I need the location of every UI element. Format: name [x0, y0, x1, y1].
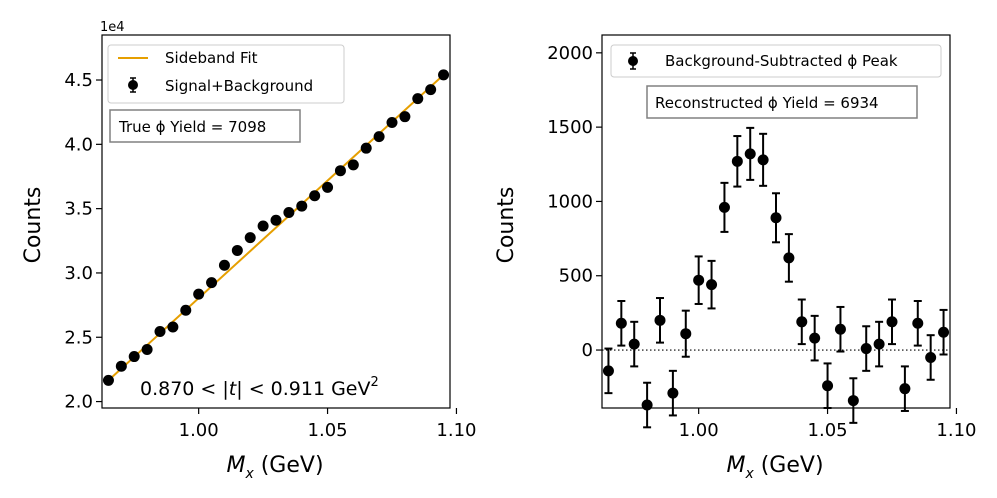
right-data-point	[822, 380, 834, 392]
right-data-point	[860, 343, 872, 355]
left-data-point	[283, 206, 295, 218]
right-data-point	[654, 314, 666, 326]
left-data-point	[193, 288, 205, 300]
left-y-tick-label: 4.0	[64, 134, 93, 155]
left-data-point	[373, 131, 385, 143]
right-legend-frame	[610, 44, 942, 78]
left-data-point	[257, 220, 269, 232]
left-y-tick-label: 3.5	[64, 199, 93, 220]
left-legend: Sideband Fit Signal+Background	[107, 44, 345, 104]
left-data-point	[206, 277, 218, 289]
right-data-point	[809, 332, 821, 344]
right-data-point	[641, 399, 653, 411]
left-data-point	[128, 351, 140, 363]
left-data-point	[438, 69, 450, 81]
legend-bg-sub-label: Background-Subtracted ϕ Peak	[665, 52, 898, 70]
right-data-point	[680, 328, 692, 340]
right-data-point	[796, 316, 808, 328]
left-yield-box	[109, 109, 301, 143]
true-yield-text: True ϕ Yield = 7098	[118, 118, 266, 136]
right-yield-box	[646, 85, 918, 119]
right-axes-frame	[601, 34, 951, 409]
left-data-point	[425, 84, 437, 96]
left-panel: 1e4 1.00 1.05 1.10 2.0 2.5 3.0 3.5 4.0 4.5 Mx (G…	[21, 20, 476, 482]
left-data-point	[180, 304, 192, 316]
right-data-point	[667, 387, 679, 399]
left-x-tick-label: 1.00	[179, 420, 219, 441]
left-data-point	[231, 244, 243, 256]
right-data-point	[718, 201, 730, 213]
right-data-point	[706, 279, 718, 291]
left-offset-text: 1e4	[100, 20, 125, 35]
right-data-point	[886, 316, 898, 328]
left-y-tick-label: 2.0	[64, 392, 93, 413]
right-data-point	[615, 317, 627, 329]
right-x-tick-label: 1.10	[936, 420, 976, 441]
legend-signal-bg-label: Signal+Background	[165, 77, 313, 95]
legend-sideband-fit-label: Sideband Fit	[165, 49, 258, 67]
right-data-point	[757, 154, 769, 166]
t-range-annotation: 0.870 < |t| < 0.911 GeV2	[140, 375, 379, 400]
right-data-point	[912, 317, 924, 329]
left-y-axis-title: Counts	[21, 187, 46, 264]
left-data-point	[399, 111, 411, 123]
left-data-point	[102, 374, 114, 386]
right-data-point	[925, 351, 937, 363]
left-data-point	[244, 232, 256, 244]
right-y-tick-label: 500	[559, 266, 593, 287]
right-panel: 1.00 1.05 1.10 0 500 1000 1500 2000 Mx (GeV) Co…	[494, 34, 976, 482]
legend-bg-sub-marker	[628, 56, 638, 66]
right-x-tick-label: 1.05	[808, 420, 848, 441]
left-y-tick-label: 2.5	[64, 327, 93, 348]
left-legend-frame	[107, 44, 345, 104]
left-data-point	[412, 93, 424, 105]
right-x-axis-title: Mx (GeV)	[726, 453, 823, 482]
left-data-point	[334, 165, 346, 177]
right-data-point	[834, 323, 846, 335]
left-plot-area: 1.00 1.05 1.10 2.0 2.5 3.0 3.5 4.0 4.5	[64, 34, 476, 441]
right-data-point	[873, 338, 885, 350]
left-data-point	[322, 181, 334, 193]
right-data-point	[744, 148, 756, 160]
right-plot-area: 1.00 1.05 1.10 0 500 1000 1500 2000	[547, 34, 976, 441]
left-x-tick-label: 1.05	[308, 420, 348, 441]
left-data-point	[386, 116, 398, 128]
reconstructed-yield-text: Reconstructed ϕ Yield = 6934	[655, 94, 879, 112]
left-axes-frame	[101, 34, 451, 409]
left-data-point	[115, 360, 127, 372]
left-data-point	[167, 321, 179, 333]
right-data-point	[783, 252, 795, 264]
right-y-tick-label: 2000	[547, 43, 593, 64]
right-data-point	[899, 383, 911, 395]
left-x-tick-label: 1.10	[436, 420, 476, 441]
left-data-point	[154, 325, 166, 337]
right-x-tick-label: 1.00	[679, 420, 719, 441]
left-y-tick-label: 4.5	[64, 70, 93, 91]
left-data-point	[296, 200, 308, 212]
right-data-point	[770, 212, 782, 224]
left-data-point	[360, 142, 372, 154]
left-y-tick-label: 3.0	[64, 263, 93, 284]
right-data-point	[847, 395, 859, 407]
right-y-tick-label: 1000	[547, 191, 593, 212]
right-data-point	[731, 155, 743, 167]
legend-signal-bg-marker	[128, 80, 138, 90]
right-y-tick-label: 0	[582, 340, 593, 361]
right-data-point	[938, 326, 950, 338]
right-data-point	[693, 274, 705, 286]
right-data-point	[602, 365, 614, 377]
right-y-tick-label: 1500	[547, 117, 593, 138]
left-data-point	[347, 159, 359, 171]
left-data-point	[270, 214, 282, 226]
right-legend: Background-Subtracted ϕ Peak	[610, 44, 942, 78]
left-data-point	[218, 259, 230, 271]
left-x-axis-title: Mx (GeV)	[226, 453, 323, 482]
left-data-point	[309, 190, 321, 202]
right-y-axis-title: Counts	[494, 187, 519, 264]
left-data-point	[141, 343, 153, 355]
right-data-point	[628, 338, 640, 350]
